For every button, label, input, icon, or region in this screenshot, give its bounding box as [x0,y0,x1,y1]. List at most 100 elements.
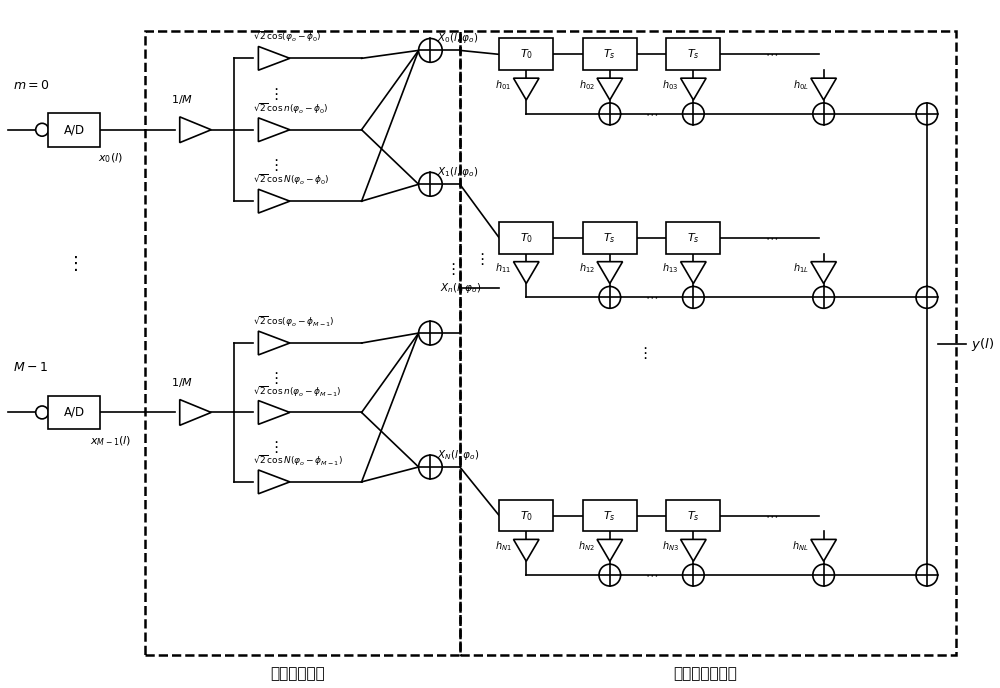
Bar [499,222,553,254]
Polygon shape [513,261,539,283]
Text: $h_{12}$: $h_{12}$ [579,261,595,275]
Polygon shape [258,331,290,355]
Polygon shape [258,189,290,213]
Circle shape [916,286,938,308]
Text: $X_0(l,\varphi_o)$: $X_0(l,\varphi_o)$ [437,32,479,45]
Text: $\cdots$: $\cdots$ [645,107,658,120]
Text: $\sqrt{2}\cos(\varphi_o - \phi_{M-1})$: $\sqrt{2}\cos(\varphi_o - \phi_{M-1})$ [253,314,335,329]
Circle shape [36,406,48,419]
Polygon shape [258,400,290,424]
Text: $x_{M-1}(l)$: $x_{M-1}(l)$ [90,434,132,448]
Text: $\vdots$: $\vdots$ [268,439,278,455]
Text: $X_N(l,\varphi_o)$: $X_N(l,\varphi_o)$ [437,448,480,462]
Text: $T_s$: $T_s$ [603,231,616,245]
Text: $\vdots$: $\vdots$ [268,86,278,102]
Text: $X_1(l,\varphi_o)$: $X_1(l,\varphi_o)$ [437,165,479,180]
Polygon shape [513,78,539,100]
Bar [48,396,100,429]
Text: $\cdots$: $\cdots$ [765,48,779,61]
Text: $\vdots$: $\vdots$ [637,345,647,361]
Text: $T_s$: $T_s$ [687,231,700,245]
Text: $h_{13}$: $h_{13}$ [662,261,679,275]
Bar [583,499,637,531]
Bar [666,499,720,531]
Bar [583,39,637,70]
Text: $h_{02}$: $h_{02}$ [579,78,595,92]
Circle shape [599,286,621,308]
Polygon shape [258,46,290,70]
Polygon shape [681,78,706,100]
Circle shape [599,564,621,586]
Bar [460,30,956,656]
Text: $h_{1L}$: $h_{1L}$ [793,261,809,275]
Text: $T_s$: $T_s$ [687,47,700,61]
Polygon shape [681,261,706,283]
Text: $\sqrt{2}\cos N(\varphi_o - \phi_0)$: $\sqrt{2}\cos N(\varphi_o - \phi_0)$ [253,173,330,187]
Polygon shape [180,117,211,142]
Text: $\vdots$: $\vdots$ [445,261,455,277]
Polygon shape [811,78,836,100]
Text: $m=0$: $m=0$ [13,78,49,92]
Circle shape [419,173,442,196]
Text: $h_{N3}$: $h_{N3}$ [662,539,679,553]
Text: $y(l)$: $y(l)$ [971,336,994,353]
Text: $M-1$: $M-1$ [13,361,47,374]
Text: $\sqrt{2}\cos n(\varphi_o - \phi_{M-1})$: $\sqrt{2}\cos n(\varphi_o - \phi_{M-1})$ [253,384,342,398]
Circle shape [813,564,834,586]
Circle shape [419,39,442,63]
Circle shape [813,286,834,308]
Polygon shape [180,400,211,425]
Polygon shape [597,539,623,561]
Text: $\sqrt{2}\cos n(\varphi_o - \phi_0)$: $\sqrt{2}\cos n(\varphi_o - \phi_0)$ [253,101,329,116]
Text: $x_0(l)$: $x_0(l)$ [98,151,123,165]
Text: $\vdots$: $\vdots$ [268,369,278,386]
Bar [666,222,720,254]
Text: $\sqrt{2}\cos(\varphi_o - \phi_0)$: $\sqrt{2}\cos(\varphi_o - \phi_0)$ [253,30,322,45]
Text: $h_{03}$: $h_{03}$ [662,78,679,92]
Text: $T_s$: $T_s$ [687,508,700,522]
Text: $h_{0L}$: $h_{0L}$ [793,78,809,92]
Circle shape [419,321,442,345]
Polygon shape [811,539,836,561]
Circle shape [36,123,48,136]
Polygon shape [681,539,706,561]
Bar [145,30,460,656]
Circle shape [916,103,938,125]
Bar [499,39,553,70]
Polygon shape [258,470,290,494]
Text: $\vdots$: $\vdots$ [474,250,485,267]
Text: $1/M$: $1/M$ [171,376,193,389]
Text: $h_{01}$: $h_{01}$ [495,78,512,92]
Text: $\cdots$: $\cdots$ [765,509,779,522]
Text: $\sqrt{2}\cos N(\varphi_o - \phi_{M-1})$: $\sqrt{2}\cos N(\varphi_o - \phi_{M-1})$ [253,453,343,468]
Circle shape [599,103,621,125]
Polygon shape [513,539,539,561]
Text: $\cdots$: $\cdots$ [765,231,779,244]
Circle shape [813,103,834,125]
Circle shape [419,455,442,479]
Bar [583,222,637,254]
Polygon shape [811,261,836,283]
Text: $T_s$: $T_s$ [603,47,616,61]
Text: $h_{NL}$: $h_{NL}$ [792,539,809,553]
Text: $\cdots$: $\cdots$ [645,568,658,581]
Circle shape [683,286,704,308]
Text: A/D: A/D [63,123,85,136]
Text: $\vdots$: $\vdots$ [66,254,78,273]
Text: $T_0$: $T_0$ [520,231,533,245]
Text: $h_{N1}$: $h_{N1}$ [495,539,512,553]
Bar [48,113,100,147]
Polygon shape [597,261,623,283]
Polygon shape [597,78,623,100]
Text: $h_{N2}$: $h_{N2}$ [578,539,595,553]
Bar [666,39,720,70]
Text: $\vdots$: $\vdots$ [268,158,278,173]
Circle shape [683,564,704,586]
Text: $h_{11}$: $h_{11}$ [495,261,512,275]
Text: $T_0$: $T_0$ [520,508,533,522]
Text: 波束图合成模块: 波束图合成模块 [674,666,738,681]
Polygon shape [258,118,290,142]
Circle shape [683,103,704,125]
Bar [499,499,553,531]
Text: $1/M$: $1/M$ [171,94,193,107]
